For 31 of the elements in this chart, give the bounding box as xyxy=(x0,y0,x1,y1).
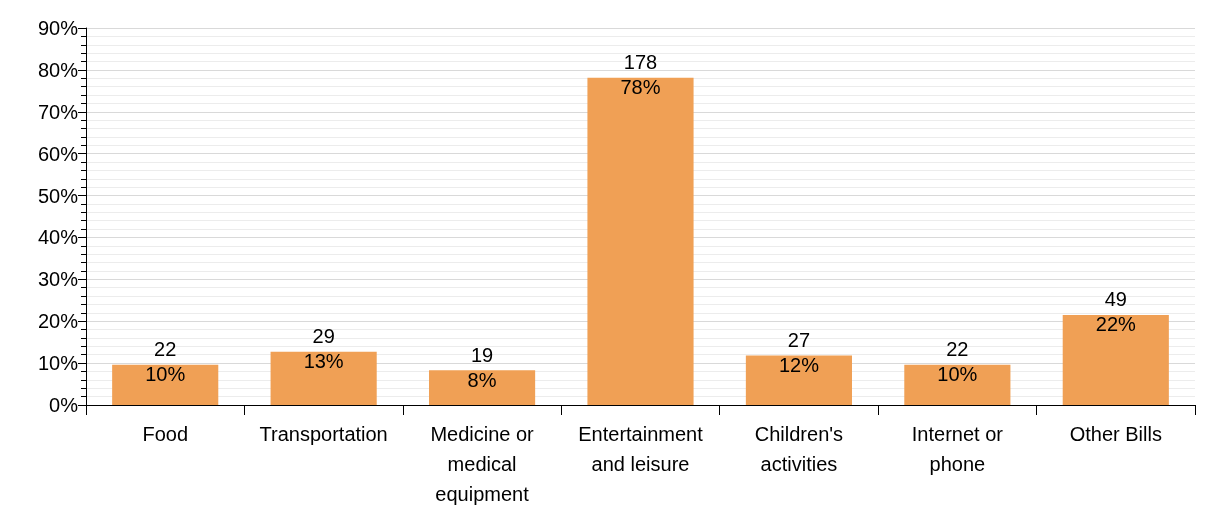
y-tick-label: 20% xyxy=(37,310,79,333)
y-tick-label: 60% xyxy=(37,142,79,165)
data-label: 22 10% xyxy=(145,338,186,386)
y-tick-label: 70% xyxy=(37,100,79,123)
x-tick-label: Children's activities xyxy=(754,423,844,475)
bar xyxy=(429,370,536,405)
bar xyxy=(745,355,852,405)
bar xyxy=(904,364,1011,405)
y-tick-label: 40% xyxy=(37,226,79,249)
data-label: 27 12% xyxy=(778,329,820,377)
bar xyxy=(112,364,219,405)
x-tick-label: Food xyxy=(142,423,189,445)
bar xyxy=(270,351,377,405)
data-label: 22 10% xyxy=(937,338,978,386)
bar xyxy=(1062,314,1169,405)
bar xyxy=(587,77,694,405)
x-tick-label: Transportation xyxy=(259,423,388,445)
data-label: 49 22% xyxy=(1095,288,1137,336)
y-tick-label: 50% xyxy=(37,184,79,207)
y-tick-label: 10% xyxy=(37,352,79,375)
x-tick-label: Internet or phone xyxy=(911,423,1004,475)
data-label: 29 13% xyxy=(303,325,344,373)
y-tick-label: 80% xyxy=(37,58,79,81)
y-tick-label: 30% xyxy=(37,268,79,291)
data-label: 19 8% xyxy=(467,343,497,391)
x-tick-label: Entertainment and leisure xyxy=(578,423,704,475)
y-tick-label: 90% xyxy=(37,17,79,39)
y-tick-label: 0% xyxy=(49,394,79,416)
data-label: 178 78% xyxy=(620,51,661,99)
x-tick-label: Other Bills xyxy=(1069,423,1162,445)
x-tick-label: Medicine or medical equipment xyxy=(430,423,535,505)
